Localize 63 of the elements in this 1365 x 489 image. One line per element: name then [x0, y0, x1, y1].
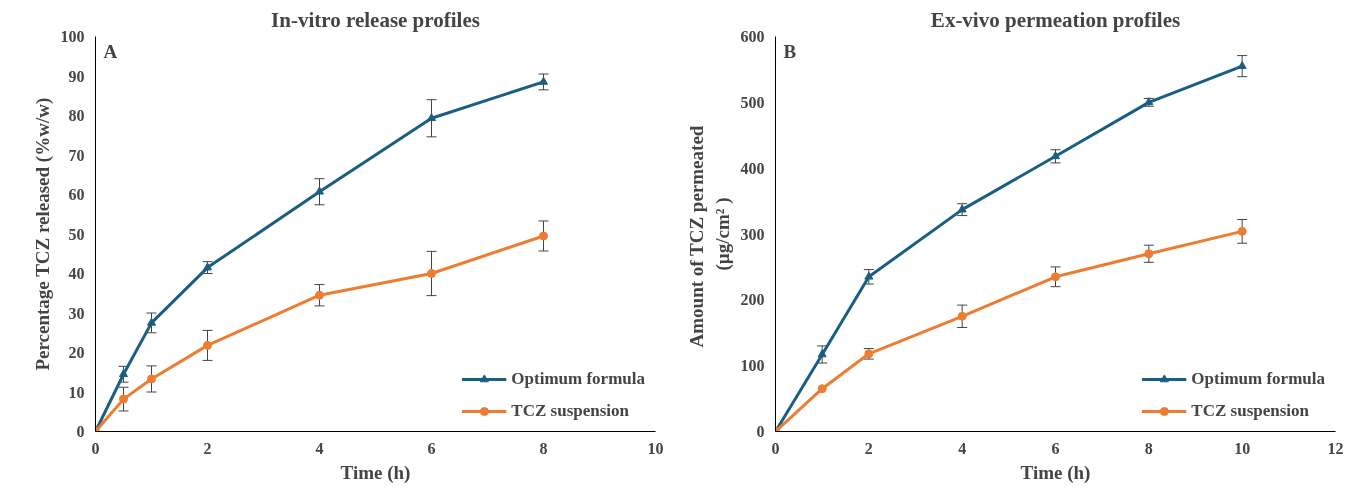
- x-tick-label: 2: [864, 439, 873, 457]
- point: [427, 113, 436, 122]
- x-tick-label: 4: [315, 439, 324, 457]
- point: [427, 269, 436, 278]
- x-tick-label: 10: [647, 439, 664, 457]
- y-tick-label: 30: [68, 304, 85, 322]
- point: [203, 340, 212, 350]
- y-tick-label: 300: [740, 225, 765, 243]
- point: [957, 311, 967, 321]
- point: [864, 271, 874, 280]
- point: [1051, 151, 1060, 160]
- x-tick-label: 12: [1327, 439, 1344, 457]
- point: [1237, 226, 1247, 236]
- legend-label: Optimum formula: [1191, 369, 1325, 389]
- x-axis-title: Time (h): [340, 461, 411, 484]
- point: [315, 290, 324, 300]
- point: [1051, 272, 1060, 282]
- legend-label: TCZ suspension: [1191, 401, 1309, 421]
- annotation: A: [103, 40, 118, 62]
- y-tick-label: 80: [68, 107, 85, 124]
- x-tick-label: 6: [427, 439, 436, 457]
- y-axis-title: Amount of TCZ permeated (µg/cm² ): [686, 125, 734, 348]
- point: [315, 186, 324, 195]
- y-axis-title: Percentage TCZ released (%w/w): [31, 97, 54, 371]
- point: [539, 231, 548, 241]
- y-tick-label: 60: [68, 186, 85, 203]
- x-tick-label: 8: [1144, 439, 1153, 457]
- y-tick-label: 90: [68, 67, 85, 85]
- x-tick-label: 2: [203, 439, 212, 457]
- legend-label: TCZ suspension: [511, 401, 629, 421]
- point: [147, 317, 156, 326]
- x-tick-label: 8: [539, 439, 548, 457]
- point: [119, 394, 128, 404]
- y-tick-label: 40: [68, 265, 85, 282]
- point: [147, 374, 156, 384]
- y-tick-label: 400: [740, 159, 765, 177]
- y-tick-label: 200: [740, 291, 765, 309]
- legend-label: Optimum formula: [511, 369, 645, 389]
- annotation: B: [783, 40, 797, 62]
- x-axis-title: Time (h): [1020, 461, 1091, 484]
- x-tick-label: 0: [771, 439, 780, 457]
- chart-title: In-vitro release profiles: [271, 7, 480, 32]
- y-tick-label: 600: [740, 28, 765, 45]
- point: [1144, 249, 1154, 259]
- y-tick-label: 0: [756, 423, 765, 440]
- x-tick-label: 10: [1234, 439, 1251, 457]
- point: [119, 369, 128, 378]
- y-tick-label: 70: [68, 146, 85, 164]
- x-tick-label: 4: [958, 439, 967, 457]
- y-tick-label: 0: [76, 423, 85, 440]
- y-tick-label: 50: [68, 225, 85, 243]
- y-tick-label: 20: [68, 344, 85, 361]
- x-tick-label: 0: [91, 439, 100, 457]
- x-tick-label: 6: [1051, 439, 1060, 457]
- point: [817, 349, 827, 358]
- point: [817, 384, 827, 394]
- y-tick-label: 100: [60, 28, 85, 45]
- point: [957, 204, 967, 213]
- y-tick-label: 100: [740, 357, 765, 375]
- point: [539, 76, 548, 85]
- chart-title: Ex-vivo permeation profiles: [930, 7, 1181, 32]
- y-tick-label: 500: [740, 93, 765, 111]
- y-tick-label: 10: [68, 383, 85, 401]
